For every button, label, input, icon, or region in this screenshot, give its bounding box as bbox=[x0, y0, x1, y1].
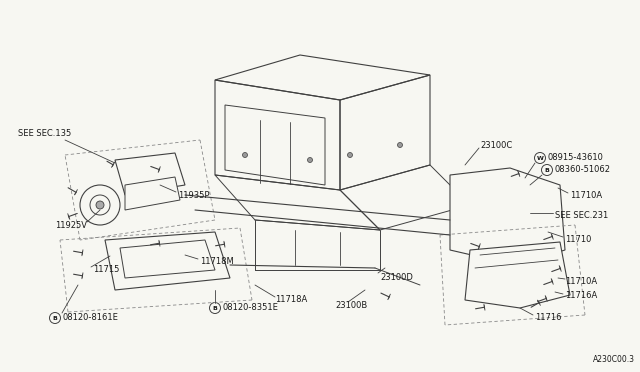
Text: 08915-43610: 08915-43610 bbox=[547, 154, 604, 163]
Polygon shape bbox=[115, 153, 185, 195]
Polygon shape bbox=[105, 232, 230, 290]
Text: 08120-8161E: 08120-8161E bbox=[63, 314, 118, 323]
Circle shape bbox=[243, 153, 248, 157]
Circle shape bbox=[480, 200, 500, 220]
Text: B: B bbox=[52, 315, 58, 321]
Text: 11925V: 11925V bbox=[55, 221, 87, 230]
Polygon shape bbox=[465, 242, 570, 308]
Text: 08360-51062: 08360-51062 bbox=[554, 166, 611, 174]
Polygon shape bbox=[120, 240, 215, 278]
Circle shape bbox=[307, 157, 312, 163]
Text: B: B bbox=[212, 305, 218, 311]
Circle shape bbox=[397, 142, 403, 148]
Text: SEE SEC.231: SEE SEC.231 bbox=[555, 211, 608, 219]
Text: 11716A: 11716A bbox=[565, 291, 597, 299]
Text: 11716: 11716 bbox=[535, 314, 561, 323]
Polygon shape bbox=[450, 168, 565, 265]
Text: 11718A: 11718A bbox=[275, 295, 307, 305]
Circle shape bbox=[348, 153, 353, 157]
Text: 23100B: 23100B bbox=[335, 301, 367, 310]
Text: 11710A: 11710A bbox=[565, 278, 597, 286]
Text: 11710A: 11710A bbox=[570, 190, 602, 199]
Text: 11718M: 11718M bbox=[200, 257, 234, 266]
Text: A230C00.3: A230C00.3 bbox=[593, 355, 635, 364]
Text: 11715: 11715 bbox=[93, 266, 120, 275]
Text: SEE SEC.135: SEE SEC.135 bbox=[18, 128, 71, 138]
Text: 23100D: 23100D bbox=[380, 273, 413, 282]
Polygon shape bbox=[125, 177, 180, 210]
Text: B: B bbox=[545, 167, 549, 173]
Text: 11710: 11710 bbox=[565, 235, 591, 244]
Text: W: W bbox=[536, 155, 543, 160]
Text: 23100C: 23100C bbox=[480, 141, 512, 150]
Circle shape bbox=[96, 201, 104, 209]
Text: 11935P: 11935P bbox=[178, 190, 209, 199]
Text: 08120-8351E: 08120-8351E bbox=[223, 304, 278, 312]
